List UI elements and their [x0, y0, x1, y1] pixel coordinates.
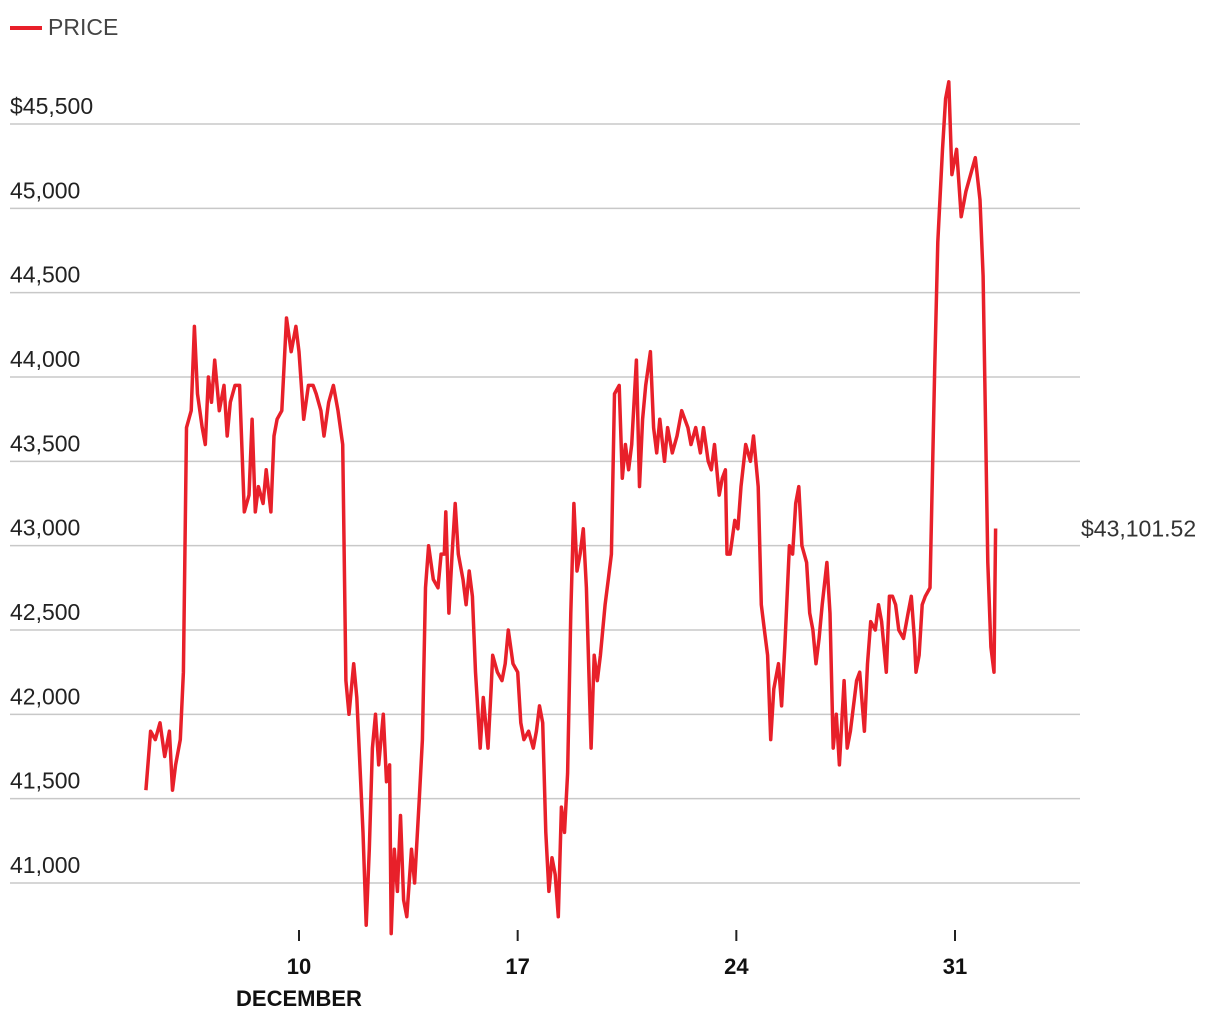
x-tick-label: 10	[287, 954, 311, 979]
y-tick-label: 41,000	[10, 852, 80, 878]
x-axis-ticks: 10 DECEMBER 17 24 31	[236, 930, 967, 1011]
x-tick-label: 24	[724, 954, 749, 979]
x-tick-label: 17	[505, 954, 529, 979]
y-tick-label: 45,000	[10, 177, 80, 203]
y-tick-label: 43,500	[10, 430, 80, 456]
legend-swatch	[10, 25, 42, 30]
y-tick-label: 44,000	[10, 346, 80, 372]
legend-label: PRICE	[48, 14, 119, 40]
y-tick-label: 43,000	[10, 515, 80, 541]
y-tick-label: 42,500	[10, 599, 80, 625]
gridlines	[10, 123, 1080, 884]
y-tick-label: 42,000	[10, 683, 80, 709]
y-axis-ticks: 41,000 41,500 42,000 42,500 43,000 43,500 44,0…	[10, 93, 93, 878]
price-series-line	[144, 80, 998, 936]
y-tick-label: 41,500	[10, 768, 80, 794]
x-tick-label: 31	[943, 954, 967, 979]
legend: PRICE	[10, 14, 118, 41]
y-tick-label: $45,500	[10, 93, 93, 119]
end-price-label: $43,101.52	[1081, 516, 1196, 542]
y-tick-label: 44,500	[10, 262, 80, 288]
x-axis-month-label: DECEMBER	[236, 986, 362, 1011]
